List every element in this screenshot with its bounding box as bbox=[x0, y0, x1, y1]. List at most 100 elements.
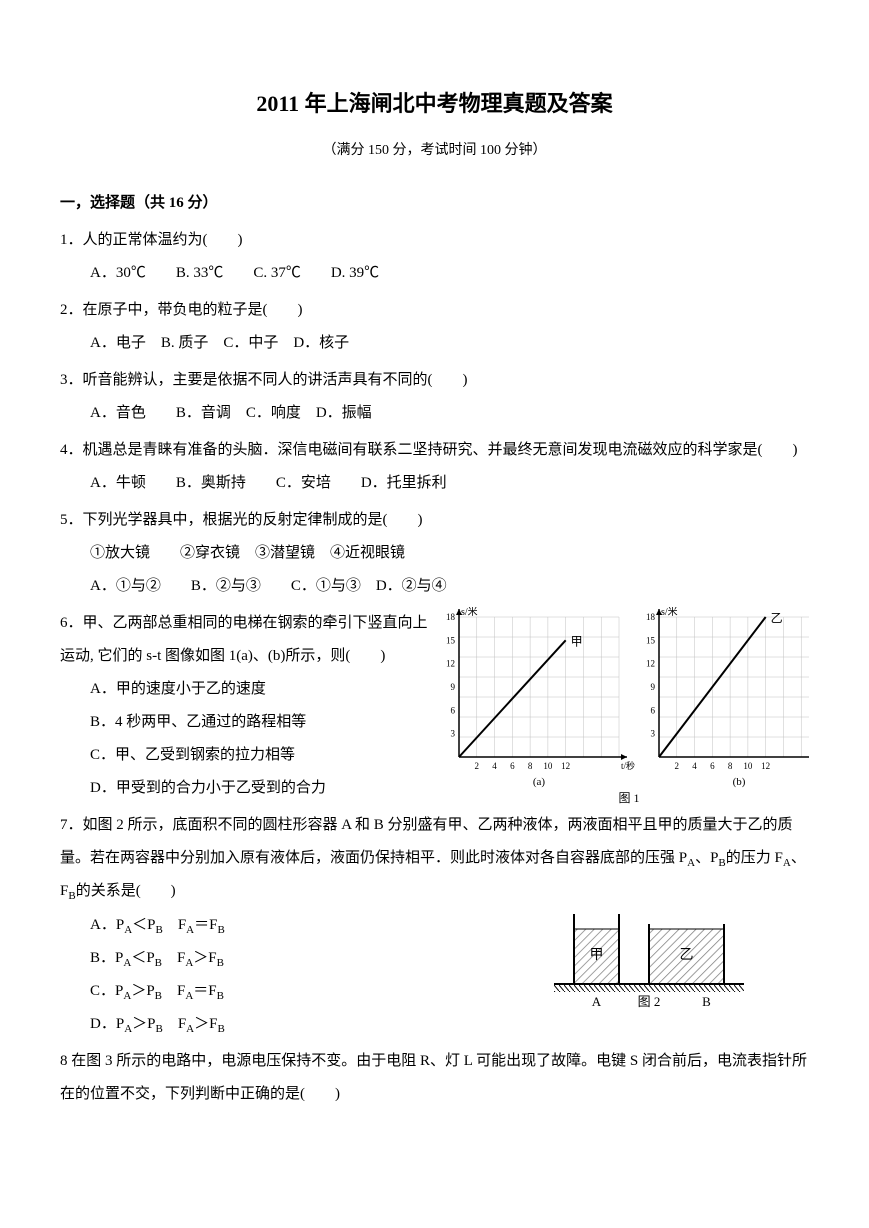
opt-part: ＞P bbox=[132, 1016, 155, 1032]
question-5: 5．下列光学器具中，根据光的反射定律制成的是( ) ①放大镜 ②穿衣镜 ③潜望镜… bbox=[60, 504, 809, 603]
page-subtitle: （满分 150 分，考试时间 100 分钟） bbox=[60, 136, 809, 167]
sep: 、 bbox=[695, 850, 710, 866]
opt-part: F bbox=[162, 950, 185, 966]
svg-text:图 2: 图 2 bbox=[638, 994, 661, 1009]
opt-part: ＝F bbox=[193, 983, 216, 999]
svg-text:18: 18 bbox=[446, 612, 456, 622]
svg-text:甲: 甲 bbox=[571, 635, 583, 649]
svg-text:(b): (b) bbox=[733, 776, 746, 788]
sub-b: B bbox=[68, 890, 75, 902]
question-6-option-c: C．甲、乙受到钢索的拉力相等 bbox=[60, 739, 430, 772]
question-6: 6．甲、乙两部总重相同的电梯在钢索的牵引下竖直向上运动, 它们的 s-t 图像如… bbox=[60, 607, 809, 805]
opt-part: F bbox=[163, 917, 186, 933]
opt-part: ＞F bbox=[194, 1016, 217, 1032]
svg-text:6: 6 bbox=[651, 706, 656, 716]
svg-text:甲: 甲 bbox=[590, 948, 604, 963]
svg-text:8: 8 bbox=[728, 761, 733, 771]
svg-text:图 1: 图 1 bbox=[618, 791, 639, 805]
opt-part: ＜P bbox=[132, 917, 155, 933]
question-7-text-2: 的压力 F bbox=[726, 850, 783, 866]
opt-part: ＝F bbox=[194, 917, 217, 933]
question-2-options: A．电子 B. 质子 C．中子 D．核子 bbox=[60, 327, 809, 360]
opt-part: D．P bbox=[90, 1016, 124, 1032]
opt-part: ＜P bbox=[131, 950, 154, 966]
sub-b: B bbox=[217, 924, 224, 936]
sub-a: A bbox=[124, 1023, 132, 1035]
svg-text:8: 8 bbox=[528, 761, 533, 771]
question-6-option-a: A．甲的速度小于乙的速度 bbox=[60, 673, 430, 706]
svg-text:12: 12 bbox=[561, 761, 570, 771]
opt-part: B．P bbox=[90, 950, 123, 966]
sub-a: A bbox=[687, 857, 695, 869]
sub-b: B bbox=[155, 1023, 162, 1035]
opt-part: ＞P bbox=[131, 983, 154, 999]
sub-b: B bbox=[217, 1023, 224, 1035]
section-1-header: 一，选择题（共 16 分） bbox=[60, 187, 809, 220]
opt-part: C．P bbox=[90, 983, 123, 999]
svg-text:A: A bbox=[592, 994, 602, 1009]
opt-part: ＞F bbox=[193, 950, 216, 966]
svg-text:2: 2 bbox=[475, 761, 480, 771]
question-8-text: 8 在图 3 所示的电路中，电源电压保持不变。由于电阻 R、灯 L 可能出现了故… bbox=[60, 1045, 809, 1111]
question-2-text: 2．在原子中，带负电的粒子是( ) bbox=[60, 294, 809, 327]
svg-text:9: 9 bbox=[651, 682, 656, 692]
sep: 、 bbox=[791, 850, 806, 866]
svg-text:6: 6 bbox=[451, 706, 456, 716]
sub-b: B bbox=[217, 990, 224, 1002]
sub-a: A bbox=[186, 1023, 194, 1035]
svg-text:10: 10 bbox=[743, 761, 753, 771]
svg-text:B: B bbox=[702, 994, 711, 1009]
question-1-options: A．30℃ B. 33℃ C. 37℃ D. 39℃ bbox=[60, 257, 809, 290]
question-3-text: 3．听音能辨认，主要是依据不同人的讲活声具有不同的( ) bbox=[60, 364, 809, 397]
svg-text:3: 3 bbox=[651, 729, 656, 739]
svg-text:15: 15 bbox=[446, 636, 456, 646]
question-5-items: ①放大镜 ②穿衣镜 ③潜望镜 ④近视眼镜 bbox=[60, 537, 809, 570]
svg-text:4: 4 bbox=[692, 761, 697, 771]
sub-a: A bbox=[124, 924, 132, 936]
question-1: 1．人的正常体温约为( ) A．30℃ B. 33℃ C. 37℃ D. 39℃ bbox=[60, 224, 809, 290]
svg-text:s/米: s/米 bbox=[461, 607, 478, 618]
svg-text:(a): (a) bbox=[533, 776, 546, 788]
question-6-text: 6．甲、乙两部总重相同的电梯在钢索的牵引下竖直向上运动, 它们的 s-t 图像如… bbox=[60, 607, 430, 673]
svg-text:6: 6 bbox=[710, 761, 715, 771]
figure-1-charts: s/米 3 6 9 12 15 18 2 4 6 8 10 12 t/秒 甲 (a) s/米 3 6 9 12 15 18 2… bbox=[429, 607, 809, 807]
question-4: 4．机遇总是青睐有准备的头脑．深信电磁间有联系二坚持研究、并最终无意间发现电流磁… bbox=[60, 434, 809, 500]
svg-text:18: 18 bbox=[646, 612, 656, 622]
svg-text:4: 4 bbox=[492, 761, 497, 771]
question-2: 2．在原子中，带负电的粒子是( ) A．电子 B. 质子 C．中子 D．核子 bbox=[60, 294, 809, 360]
sub-b: B bbox=[155, 957, 162, 969]
opt-part: F bbox=[163, 1016, 186, 1032]
question-5-options: A．①与② B．②与③ C．①与③ D．②与④ bbox=[60, 570, 809, 603]
svg-text:3: 3 bbox=[451, 729, 456, 739]
svg-text:乙: 乙 bbox=[680, 947, 694, 963]
svg-text:12: 12 bbox=[446, 659, 455, 669]
question-4-options: A．牛顿 B．奥斯持 C．安培 D．托里拆利 bbox=[60, 467, 809, 500]
figure-2-containers: 甲 A 乙 B 图 2 bbox=[549, 889, 749, 1019]
sub-a: A bbox=[186, 924, 194, 936]
svg-text:6: 6 bbox=[510, 761, 515, 771]
svg-text:2: 2 bbox=[675, 761, 680, 771]
question-7: 7．如图 2 所示，底面积不同的圆柱形容器 A 和 B 分别盛有甲、乙两种液体，… bbox=[60, 809, 809, 1041]
svg-text:s/米: s/米 bbox=[661, 607, 678, 618]
question-7-text-1: 7．如图 2 所示，底面积不同的圆柱形容器 A 和 B 分别盛有甲、乙两种液体，… bbox=[60, 817, 793, 866]
svg-text:9: 9 bbox=[451, 682, 456, 692]
sub-b: B bbox=[155, 924, 162, 936]
svg-text:12: 12 bbox=[761, 761, 770, 771]
sub-b: B bbox=[217, 957, 224, 969]
sub-b: B bbox=[155, 990, 162, 1002]
sub-a: A bbox=[783, 857, 791, 869]
question-5-text: 5．下列光学器具中，根据光的反射定律制成的是( ) bbox=[60, 504, 809, 537]
sub-b: B bbox=[718, 857, 725, 869]
question-3-options: A．音色 B．音调 C．响度 D．振幅 bbox=[60, 397, 809, 430]
page-title: 2011 年上海闸北中考物理真题及答案 bbox=[60, 80, 809, 128]
question-6-option-b: B．4 秒两甲、乙通过的路程相等 bbox=[60, 706, 430, 739]
svg-text:t/秒: t/秒 bbox=[621, 760, 635, 771]
question-8: 8 在图 3 所示的电路中，电源电压保持不变。由于电阻 R、灯 L 可能出现了故… bbox=[60, 1045, 809, 1111]
question-3: 3．听音能辨认，主要是依据不同人的讲活声具有不同的( ) A．音色 B．音调 C… bbox=[60, 364, 809, 430]
svg-text:乙: 乙 bbox=[771, 611, 783, 625]
question-4-text: 4．机遇总是青睐有准备的头脑．深信电磁间有联系二坚持研究、并最终无意间发现电流磁… bbox=[60, 434, 809, 467]
question-1-text: 1．人的正常体温约为( ) bbox=[60, 224, 809, 257]
opt-part: A．P bbox=[90, 917, 124, 933]
svg-text:10: 10 bbox=[543, 761, 553, 771]
svg-text:15: 15 bbox=[646, 636, 656, 646]
